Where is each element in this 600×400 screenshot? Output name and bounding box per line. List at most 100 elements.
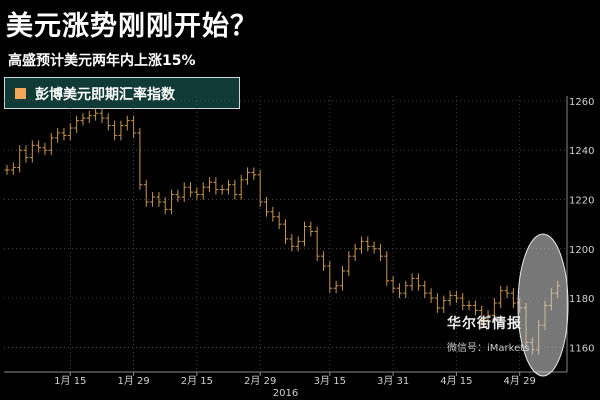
y-axis: 1160 1180 1200 1220 1240 1260	[569, 97, 594, 354]
price-bar	[346, 251, 352, 276]
price-bar	[181, 182, 187, 202]
price-bar	[4, 165, 10, 175]
price-bar	[55, 128, 61, 143]
price-bar	[232, 179, 238, 200]
price-bar	[371, 241, 377, 254]
price-bar	[428, 288, 434, 303]
x-year-label: 2016	[273, 388, 298, 399]
price-bar	[308, 221, 314, 237]
x-tick-label: 4月 15	[440, 375, 472, 387]
price-bar	[99, 108, 105, 124]
price-bar	[447, 290, 453, 306]
price-bar	[74, 115, 80, 133]
price-bar	[80, 113, 86, 126]
price-bar	[200, 182, 206, 200]
price-bar	[105, 113, 111, 131]
price-bar	[112, 120, 118, 141]
price-bar	[441, 295, 447, 313]
price-bar	[434, 293, 440, 313]
price-bar	[118, 120, 124, 141]
price-bar	[460, 293, 466, 311]
price-bar	[466, 300, 472, 311]
price-bar	[295, 236, 301, 252]
price-bar	[143, 179, 149, 207]
price-bar	[327, 261, 333, 294]
x-tick-label: 3月 15	[314, 375, 346, 387]
price-bar	[10, 162, 16, 175]
watermark-wechat: 微信号：iMarkets	[447, 343, 530, 354]
price-bar	[226, 179, 232, 195]
price-bar	[124, 115, 130, 131]
price-bar	[137, 128, 143, 190]
highlight-ellipse	[517, 233, 569, 377]
price-bar	[479, 305, 485, 326]
price-bar	[283, 219, 288, 244]
price-bar	[510, 288, 516, 308]
watermark-brand: 华尔街情报	[447, 316, 522, 332]
price-bar	[504, 285, 510, 299]
y-tick-label: 1240	[569, 146, 594, 157]
price-bar	[48, 132, 54, 156]
price-bar	[251, 167, 257, 180]
legend-swatch	[15, 88, 26, 99]
price-bar	[390, 275, 396, 294]
watermark: 华尔街情报 微信号：iMarkets	[447, 313, 529, 354]
chart-legend: 彭博美元即期汇率指数	[4, 77, 240, 109]
x-tick-label: 2月 29	[244, 375, 276, 387]
price-bar	[42, 142, 48, 156]
price-bar	[301, 221, 307, 247]
price-bar	[23, 145, 29, 163]
price-bar	[422, 280, 428, 299]
price-bar	[156, 192, 162, 207]
y-tick-label: 1180	[569, 294, 594, 305]
price-bar	[365, 236, 371, 252]
x-tick-label: 1月 15	[54, 375, 86, 387]
y-tick-label: 1200	[569, 245, 594, 256]
x-axis: 1月 15 1月 29 2月 15 2月 29 3月 15 3月 31 4月 15 4月 29…	[54, 372, 536, 399]
price-bar	[498, 285, 504, 308]
price-bar	[333, 280, 339, 294]
price-bar	[264, 197, 270, 217]
price-bar	[86, 110, 92, 124]
x-tick-label: 2月 15	[181, 375, 213, 387]
price-bar	[472, 300, 478, 316]
price-bar	[453, 290, 459, 303]
legend-label: 彭博美元即期汇率指数	[35, 87, 175, 103]
price-bar	[238, 174, 244, 200]
price-bar	[377, 243, 383, 262]
page-title: 美元涨势刚刚开始？	[6, 11, 258, 42]
price-bar	[384, 251, 390, 286]
price-bar	[17, 145, 23, 173]
price-bar	[93, 108, 99, 121]
price-bar	[61, 128, 67, 141]
price-bar	[175, 189, 181, 202]
price-bar	[169, 189, 175, 215]
price-bar	[257, 169, 263, 207]
y-tick-label: 1260	[569, 97, 594, 108]
price-bar	[276, 211, 282, 230]
price-bar	[270, 206, 276, 222]
x-tick-label: 3月 31	[377, 375, 409, 387]
price-bar	[207, 177, 213, 193]
price-bar	[314, 226, 320, 262]
x-tick-label: 4月 29	[504, 375, 536, 387]
price-bar	[36, 140, 42, 153]
price-bar	[339, 266, 345, 291]
price-bar	[162, 197, 168, 215]
y-tick-label: 1160	[569, 343, 594, 354]
price-bar	[320, 251, 326, 271]
price-bar	[194, 187, 200, 200]
price-bar	[150, 192, 156, 207]
price-bar	[29, 140, 35, 163]
page-subtitle: 高盛预计美元两年内上涨15%	[8, 53, 196, 69]
price-bar	[491, 298, 497, 321]
price-bar	[409, 273, 415, 291]
y-tick-label: 1220	[569, 196, 594, 207]
price-bar	[219, 184, 225, 195]
x-tick-label: 1月 29	[117, 375, 149, 387]
price-bar	[289, 234, 295, 252]
header: 美元涨势刚刚开始？ 高盛预计美元两年内上涨15% 彭博美元即期汇率指数	[0, 0, 600, 110]
price-bar	[213, 177, 219, 195]
price-bar	[396, 283, 402, 299]
